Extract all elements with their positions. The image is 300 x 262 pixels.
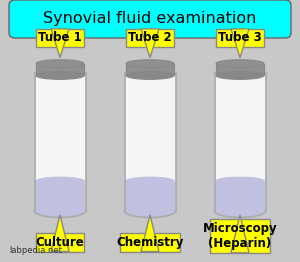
- Text: Synovial fluid examination: Synovial fluid examination: [43, 11, 257, 26]
- Polygon shape: [141, 215, 159, 252]
- FancyBboxPatch shape: [210, 219, 270, 253]
- Ellipse shape: [34, 70, 86, 77]
- Polygon shape: [231, 29, 249, 58]
- Ellipse shape: [214, 204, 266, 217]
- Bar: [126, 64, 174, 75]
- Ellipse shape: [35, 205, 85, 217]
- Ellipse shape: [125, 177, 175, 185]
- Polygon shape: [231, 215, 249, 253]
- Ellipse shape: [124, 204, 176, 217]
- Ellipse shape: [36, 72, 84, 79]
- Text: labpedia.net: labpedia.net: [9, 247, 62, 255]
- Bar: [214, 73, 266, 211]
- FancyBboxPatch shape: [126, 29, 174, 47]
- Polygon shape: [51, 29, 69, 58]
- Ellipse shape: [125, 205, 175, 217]
- Ellipse shape: [36, 60, 84, 68]
- FancyBboxPatch shape: [36, 233, 84, 252]
- FancyBboxPatch shape: [36, 29, 84, 47]
- Bar: [36, 64, 84, 75]
- FancyBboxPatch shape: [120, 233, 180, 252]
- Ellipse shape: [216, 60, 264, 68]
- Bar: [125, 181, 175, 211]
- Polygon shape: [51, 215, 69, 252]
- Bar: [34, 73, 86, 211]
- Polygon shape: [141, 29, 159, 58]
- Ellipse shape: [35, 177, 85, 185]
- Text: Tube 2: Tube 2: [128, 31, 172, 45]
- Bar: [124, 73, 176, 211]
- Bar: [215, 181, 265, 211]
- FancyBboxPatch shape: [216, 29, 264, 47]
- Text: Tube 3: Tube 3: [218, 31, 262, 45]
- Bar: [216, 64, 264, 75]
- Ellipse shape: [216, 72, 264, 79]
- Ellipse shape: [126, 72, 174, 79]
- Ellipse shape: [34, 204, 86, 217]
- Text: Tube 1: Tube 1: [38, 31, 82, 45]
- Text: Chemistry: Chemistry: [116, 236, 184, 249]
- Ellipse shape: [126, 60, 174, 68]
- Text: Microscopy
(Heparin): Microscopy (Heparin): [203, 222, 277, 250]
- FancyBboxPatch shape: [9, 0, 291, 38]
- Ellipse shape: [215, 177, 265, 185]
- Text: Culture: Culture: [36, 236, 84, 249]
- Bar: [35, 181, 85, 211]
- Ellipse shape: [215, 205, 265, 217]
- Ellipse shape: [124, 70, 176, 77]
- Ellipse shape: [214, 70, 266, 77]
